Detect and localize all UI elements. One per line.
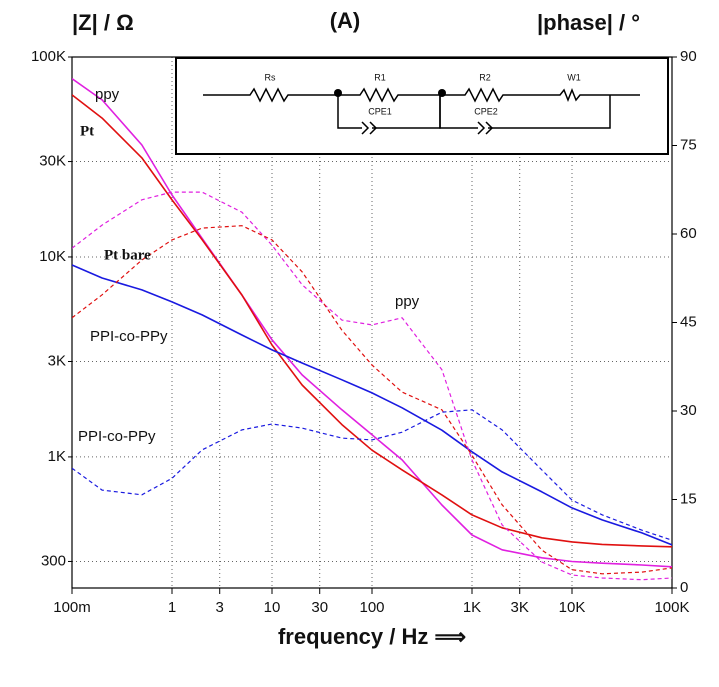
series-label: ppy xyxy=(95,86,120,103)
x-axis-label: frequency / Hz ⟹ xyxy=(278,624,466,649)
y-tick-label: 1K xyxy=(48,448,66,465)
y2-tick-label: 90 xyxy=(680,48,697,65)
y-axis-label: |Z| / Ω xyxy=(72,10,134,35)
circuit-inset: Rs R1 R2 W1 CPE1 CPE2 xyxy=(175,57,669,155)
series-line xyxy=(72,264,672,546)
x-tick-label: 100m xyxy=(53,599,91,616)
x-tick-label: 1 xyxy=(168,599,176,616)
x-tick-label: 3 xyxy=(216,599,224,616)
series-line xyxy=(72,225,672,575)
x-tick-label: 1K xyxy=(463,599,481,616)
y2-tick-label: 60 xyxy=(680,225,697,242)
chart-title: (A) xyxy=(330,8,361,33)
x-tick-label: 3K xyxy=(511,599,529,616)
y2-tick-label: 75 xyxy=(680,136,697,153)
circuit-label: Rs xyxy=(265,72,276,82)
series-label: Pt xyxy=(80,123,94,139)
x-tick-label: 10 xyxy=(264,599,281,616)
y-tick-label: 300 xyxy=(41,552,66,569)
circuit-label: CPE2 xyxy=(474,106,498,116)
circuit-label: R2 xyxy=(479,72,491,82)
series-line xyxy=(72,409,672,541)
y2-tick-label: 30 xyxy=(680,402,697,419)
y2-axis-label: |phase| / ° xyxy=(537,10,640,35)
circuit-label: R1 xyxy=(374,72,386,82)
series-label: Pt bare xyxy=(104,247,151,263)
series-label: PPI-co-PPy xyxy=(78,428,156,445)
x-tick-label: 100K xyxy=(654,599,689,616)
y-tick-label: 30K xyxy=(39,153,66,170)
y-tick-label: 3K xyxy=(48,352,66,369)
x-tick-label: 30 xyxy=(311,599,328,616)
y2-tick-label: 15 xyxy=(680,490,697,507)
y-tick-label: 100K xyxy=(31,48,66,65)
circuit-label: W1 xyxy=(567,72,581,82)
series-line xyxy=(72,77,672,568)
x-tick-label: 10K xyxy=(559,599,586,616)
y2-tick-label: 45 xyxy=(680,313,697,330)
circuit-label: CPE1 xyxy=(368,106,392,116)
series-label: PPI-co-PPy xyxy=(90,328,168,345)
series-line xyxy=(72,94,672,548)
curves xyxy=(72,77,672,581)
series-label: ppy xyxy=(395,293,420,310)
y-tick-label: 10K xyxy=(39,248,66,265)
y2-tick-label: 0 xyxy=(680,579,688,596)
x-tick-label: 100 xyxy=(359,599,384,616)
